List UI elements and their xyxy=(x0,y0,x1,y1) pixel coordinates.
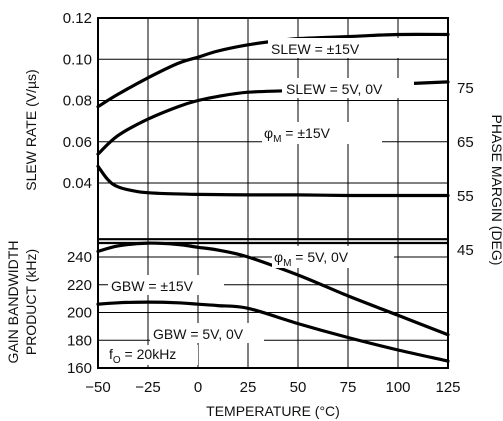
label-bg-slew-5v xyxy=(282,78,414,98)
gbw-y-tick-label: 200 xyxy=(67,305,92,322)
gbw-tick-labels: 160 180 200 220 240 xyxy=(67,249,92,377)
slew-y-tick-label: 0.04 xyxy=(63,175,92,192)
label-bg-fo xyxy=(106,345,198,365)
label-phi-5v: φM = 5V, 0V xyxy=(274,249,349,269)
gbw-5v-curve xyxy=(96,300,450,363)
gbw-15v-curve xyxy=(96,241,450,337)
x-tick-label: 25 xyxy=(240,379,257,396)
x-tick-label: −25 xyxy=(135,379,160,396)
phase-margin-axis-title: PHASE MARGIN (DEG) xyxy=(489,115,503,266)
x-tick-label: 75 xyxy=(340,379,357,396)
phase-margin-tick-label: 65 xyxy=(457,134,474,151)
label-bg-phi-5v xyxy=(272,246,394,268)
x-tick-label: 100 xyxy=(385,379,410,396)
label-slew-5v: SLEW = 5V, 0V xyxy=(286,81,383,97)
gbw-axis-title-line2: PRODUCT (kHz) xyxy=(23,249,39,355)
label-bg-slew-15v xyxy=(268,38,400,58)
x-axis-title: TEMPERATURE (°C) xyxy=(206,403,340,419)
x-tick-labels: −50 −25 0 25 50 75 100 125 xyxy=(85,379,460,396)
phase-margin-tick-labels: 45 55 65 75 xyxy=(457,80,474,259)
label-gbw-5v: GBW = 5V, 0V xyxy=(153,326,244,342)
x-tick-label: 125 xyxy=(435,379,460,396)
slew-15v-curve xyxy=(96,32,450,109)
label-gbw-15v: GBW = ±15V xyxy=(111,278,194,294)
plot-frame xyxy=(97,17,449,369)
slew-y-tick-label: 0.12 xyxy=(63,10,92,27)
slew-rate-tick-labels: 0.04 0.06 0.08 0.10 0.12 xyxy=(63,10,92,192)
label-bg-gbw-15v xyxy=(108,275,224,295)
phase-margin-tick-label: 75 xyxy=(457,80,474,97)
label-bg-phi-15v xyxy=(262,122,382,144)
slew-rate-axis-title: SLEW RATE (V/µs) xyxy=(23,69,39,190)
gbw-y-tick-label: 160 xyxy=(67,360,92,377)
label-fo: fO = 20kHz xyxy=(109,346,176,366)
label-slew-15v: SLEW = ±15V xyxy=(271,41,360,57)
vertical-grid-lines xyxy=(147,18,399,368)
phase-margin-15v-curve xyxy=(96,164,450,198)
x-tick-label: −50 xyxy=(85,379,110,396)
gbw-y-tick-label: 220 xyxy=(67,277,92,294)
horizontal-grid-lines xyxy=(98,58,448,341)
slew-y-tick-label: 0.08 xyxy=(63,93,92,110)
phase-margin-tick-label: 55 xyxy=(457,188,474,205)
x-tick-label: 50 xyxy=(290,379,307,396)
label-phi-15v: φM = ±15V xyxy=(264,125,331,145)
phase-margin-tick-label: 45 xyxy=(457,242,474,259)
label-bg-gbw-5v xyxy=(150,323,264,343)
slew-y-tick-label: 0.06 xyxy=(63,134,92,151)
gbw-y-tick-label: 180 xyxy=(67,332,92,349)
x-tick-label: 0 xyxy=(194,379,202,396)
slew-y-tick-label: 0.10 xyxy=(63,51,92,68)
gbw-axis-title-line1: GAIN BANDWIDTH xyxy=(5,241,21,364)
gbw-y-tick-label: 240 xyxy=(67,249,92,266)
